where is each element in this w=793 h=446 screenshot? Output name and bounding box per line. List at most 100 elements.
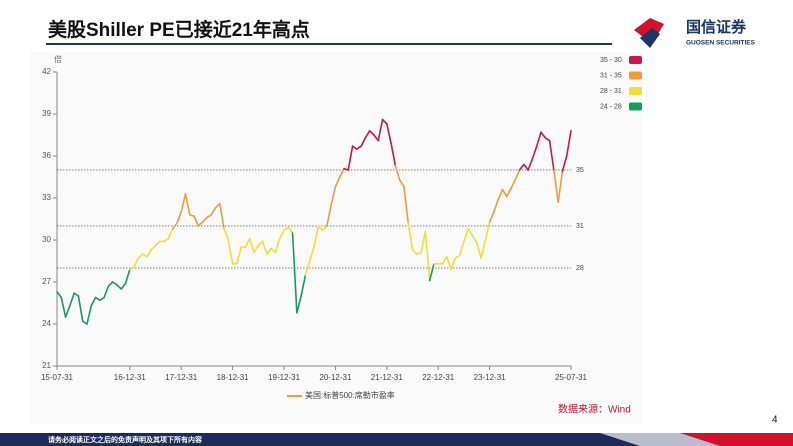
- line-segment: [94, 296, 101, 301]
- y-tick-label: 27: [42, 277, 51, 286]
- line-segment: [510, 179, 517, 189]
- logo-name: 国信证券: [686, 18, 747, 36]
- line-segment: [557, 170, 564, 203]
- slide-title: 美股Shiller PE已接近21年高点: [48, 18, 310, 41]
- line-segment: [454, 254, 461, 259]
- line-segment: [523, 163, 529, 171]
- legend-piece-swatch: [629, 56, 642, 64]
- legend-piece-label: 28 - 31: [600, 88, 622, 95]
- line-segment: [206, 214, 212, 219]
- line-segment: [441, 256, 448, 265]
- line-segment: [296, 295, 302, 314]
- line-segment: [403, 186, 410, 224]
- y-tick-label: 39: [42, 109, 51, 118]
- line-segment: [218, 202, 225, 230]
- line-segment: [407, 222, 414, 251]
- line-segment: [171, 222, 178, 230]
- line-segment: [471, 235, 478, 244]
- legend-piece-label: 31 - 35: [600, 72, 622, 79]
- reference-label: 28: [576, 265, 584, 272]
- line-segment: [137, 253, 144, 259]
- line-segment: [176, 211, 183, 224]
- line-segment: [257, 240, 264, 247]
- reference-label: 35: [576, 167, 584, 174]
- line-segment: [518, 163, 525, 171]
- line-segment: [133, 257, 140, 268]
- line-segment: [313, 225, 320, 248]
- line-segment: [111, 281, 118, 286]
- line-segment: [227, 239, 234, 265]
- line-segment: [287, 226, 294, 234]
- line-segment: [424, 230, 431, 282]
- line-segment: [180, 193, 187, 213]
- line-segment: [146, 249, 153, 258]
- line-segment: [116, 284, 123, 290]
- footer-text: 请务必阅读正文之后的免责声明及其项下所有内容: [48, 435, 202, 444]
- line-segment: [334, 176, 341, 188]
- chart-panel: [30, 52, 642, 424]
- line-segment: [274, 237, 281, 254]
- line-segment: [90, 296, 97, 307]
- line-segment: [270, 247, 277, 254]
- line-segment: [364, 130, 371, 139]
- legend-piece-label: 35 - 30: [600, 57, 622, 64]
- x-tick-label: 19-12-31: [268, 373, 301, 382]
- line-segment: [394, 165, 401, 181]
- x-tick-label: 22-12-31: [422, 373, 455, 382]
- line-segment: [300, 274, 307, 297]
- line-segment: [261, 240, 268, 255]
- line-segment: [163, 237, 170, 243]
- line-segment: [167, 228, 174, 240]
- line-segment: [73, 292, 80, 297]
- line-segment: [565, 130, 572, 157]
- line-segment: [184, 193, 191, 216]
- line-segment: [266, 247, 272, 255]
- line-segment: [535, 131, 542, 147]
- line-segment: [86, 305, 93, 325]
- line-segment: [351, 145, 358, 150]
- line-segment: [236, 246, 242, 265]
- line-segment: [373, 134, 380, 142]
- line-segment: [193, 215, 200, 227]
- line-segment: [150, 244, 157, 251]
- line-segment: [69, 292, 75, 307]
- line-segment: [64, 305, 71, 318]
- line-segment: [420, 230, 427, 254]
- line-segment: [347, 145, 354, 171]
- line-segment: [527, 158, 534, 171]
- line-segment: [244, 237, 251, 248]
- x-tick-label: 17-12-31: [165, 373, 198, 382]
- line-segment: [480, 239, 487, 259]
- line-segment: [214, 202, 221, 209]
- line-segment: [484, 221, 491, 241]
- line-segment: [381, 118, 388, 125]
- line-segment: [129, 265, 135, 271]
- x-tick-label: 16-12-31: [114, 373, 147, 382]
- line-segment: [445, 256, 452, 271]
- line-segment: [450, 257, 457, 271]
- line-segment: [561, 155, 568, 173]
- legend-piece-swatch: [629, 71, 642, 80]
- x-tick-label: 20-12-31: [319, 373, 352, 382]
- line-segment: [540, 131, 547, 139]
- line-segment: [60, 296, 67, 318]
- footer-bar: [0, 433, 793, 446]
- line-segment: [467, 228, 474, 237]
- legend-piece-label: 24 - 28: [600, 103, 622, 110]
- line-segment: [390, 142, 397, 167]
- line-segment: [488, 211, 495, 223]
- x-tick-label: 25-07-31: [555, 373, 588, 382]
- legend-label: 美国:标普500:席勒市盈率: [305, 390, 395, 400]
- line-segment: [283, 226, 290, 231]
- y-tick-label: 21: [42, 361, 51, 370]
- line-segment: [428, 263, 435, 282]
- x-tick-label: 21-12-31: [371, 373, 404, 382]
- line-segment: [304, 260, 311, 276]
- reference-label: 31: [576, 223, 584, 230]
- y-tick-label: 24: [42, 319, 51, 328]
- line-segment: [291, 232, 298, 314]
- footer-accent: [680, 433, 793, 446]
- line-segment: [497, 188, 504, 201]
- line-segment: [548, 139, 555, 171]
